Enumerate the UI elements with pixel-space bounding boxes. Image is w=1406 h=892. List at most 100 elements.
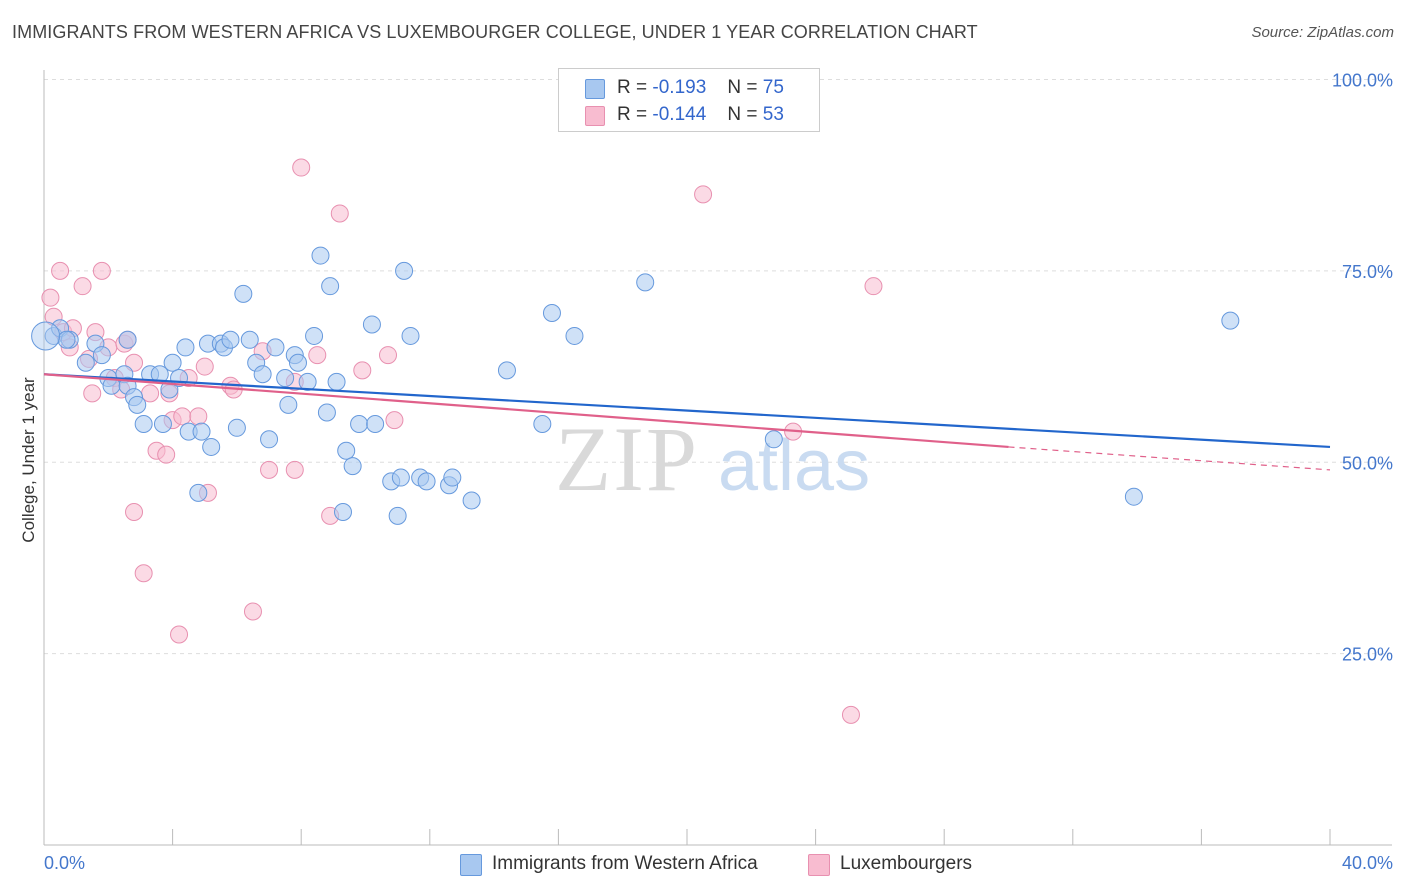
- luxembourgers-point: [134, 564, 153, 583]
- legend-text-blue: R = -0.193 N = 75: [617, 77, 784, 99]
- luxembourgers-point: [353, 361, 372, 380]
- luxembourgers-point: [157, 445, 176, 464]
- luxembourgers-point: [864, 277, 883, 296]
- western-africa-point: [298, 372, 317, 391]
- western-africa-point: [362, 315, 381, 334]
- western-africa-point: [240, 330, 259, 349]
- western-africa-point: [118, 330, 137, 349]
- source-label: Source: ZipAtlas.com: [1251, 24, 1394, 41]
- luxembourgers-point: [379, 346, 398, 365]
- luxembourgers-point: [83, 384, 102, 403]
- y-tick-label-0: 25.0%: [1342, 645, 1393, 665]
- western-africa-point: [128, 395, 147, 414]
- western-africa-point: [333, 503, 352, 522]
- western-africa-point: [276, 369, 295, 388]
- western-africa-points: [31, 246, 1240, 525]
- luxembourgers-point: [173, 407, 192, 426]
- western-africa-point: [366, 414, 385, 433]
- western-africa-point: [311, 246, 330, 265]
- western-africa-point: [163, 353, 182, 372]
- luxembourgers-point: [41, 288, 60, 307]
- chart-title: IMMIGRANTS FROM WESTERN AFRICA VS LUXEMB…: [12, 22, 978, 42]
- trend-lines: [43, 373, 1331, 471]
- y-tick-label-2: 75.0%: [1342, 262, 1393, 282]
- western-africa-point: [343, 457, 362, 476]
- luxembourgers-point: [51, 261, 70, 280]
- x-tick-label-0: 0.0%: [44, 853, 85, 873]
- luxembourgers-point: [694, 185, 713, 204]
- legend-r-label: R =: [617, 104, 648, 125]
- western-africa-point: [565, 326, 584, 345]
- western-africa-point: [542, 303, 561, 322]
- western-africa-point: [76, 353, 95, 372]
- luxembourgers-point: [195, 357, 214, 376]
- western-africa-point: [636, 273, 655, 292]
- luxembourgers-point: [189, 407, 208, 426]
- y-axis-label: College, Under 1 year: [19, 377, 38, 543]
- western-africa-point: [417, 472, 436, 491]
- western-africa-point: [266, 338, 285, 357]
- western-africa-point: [92, 346, 111, 365]
- western-africa-point: [391, 468, 410, 487]
- watermark: ZIP atlas: [555, 408, 870, 510]
- western-africa-point: [462, 491, 481, 510]
- grid-lines: [44, 79, 1392, 655]
- luxembourgers-point: [170, 625, 189, 644]
- western-africa-point: [395, 261, 414, 280]
- luxembourgers-trend-line: [43, 373, 1009, 449]
- western-africa-point: [401, 326, 420, 345]
- western-africa-point: [260, 430, 279, 449]
- western-africa-point: [497, 361, 516, 380]
- western-africa-point: [134, 414, 153, 433]
- legend-n-label: N =: [727, 104, 758, 125]
- tick-labels: 25.0% 50.0% 75.0% 100.0% 0.0% 40.0%: [44, 71, 1393, 874]
- western-africa-point: [153, 414, 172, 433]
- western-africa-point: [288, 353, 307, 372]
- luxembourgers-point: [385, 411, 404, 430]
- legend-r-label: R =: [617, 77, 648, 98]
- luxembourgers-point: [308, 346, 327, 365]
- correlation-legend: R = -0.193 N = 75 R = -0.144 N = 53: [558, 68, 820, 132]
- western-africa-point: [327, 372, 346, 391]
- western-africa-point: [227, 418, 246, 437]
- western-africa-trend-line: [43, 373, 1331, 449]
- legend-n-value: 53: [762, 104, 784, 125]
- western-africa-point: [31, 321, 61, 351]
- axes: [43, 70, 1392, 846]
- western-africa-point: [764, 430, 783, 449]
- legend-swatch-blue: [585, 79, 605, 99]
- western-africa-point: [57, 330, 76, 349]
- western-africa-point: [1221, 311, 1240, 330]
- western-africa-point: [189, 483, 208, 502]
- western-africa-point: [202, 437, 221, 456]
- luxembourgers-point: [125, 503, 144, 522]
- luxembourgers-point: [841, 705, 860, 724]
- luxembourgers-point: [285, 460, 304, 479]
- luxembourgers-point: [330, 204, 349, 223]
- luxembourgers-point: [260, 460, 279, 479]
- luxembourgers-point: [292, 158, 311, 177]
- watermark-zip: ZIP: [555, 408, 699, 510]
- western-africa-point: [279, 395, 298, 414]
- luxembourgers-point: [243, 602, 262, 621]
- western-africa-point: [234, 284, 253, 303]
- legend-n-label: N =: [727, 77, 758, 98]
- western-africa-point: [388, 506, 407, 525]
- luxembourgers-point: [92, 261, 111, 280]
- y-tick-label-1: 50.0%: [1342, 453, 1393, 473]
- bottom-legend-label-pink: Luxembourgers: [840, 853, 973, 874]
- bottom-legend-label-blue: Immigrants from Western Africa: [492, 853, 758, 874]
- x-tick-label-1: 40.0%: [1342, 853, 1393, 873]
- western-africa-point: [443, 468, 462, 487]
- western-africa-point: [221, 330, 240, 349]
- western-africa-point: [192, 422, 211, 441]
- western-africa-point: [337, 441, 356, 460]
- western-africa-point: [253, 365, 272, 384]
- legend-swatch-pink: [585, 106, 605, 126]
- western-africa-point: [1124, 487, 1143, 506]
- western-africa-point: [321, 277, 340, 296]
- western-africa-point: [317, 403, 336, 422]
- legend-text-pink: R = -0.144 N = 53: [617, 104, 784, 126]
- bottom-legend-swatch-pink: [808, 854, 830, 876]
